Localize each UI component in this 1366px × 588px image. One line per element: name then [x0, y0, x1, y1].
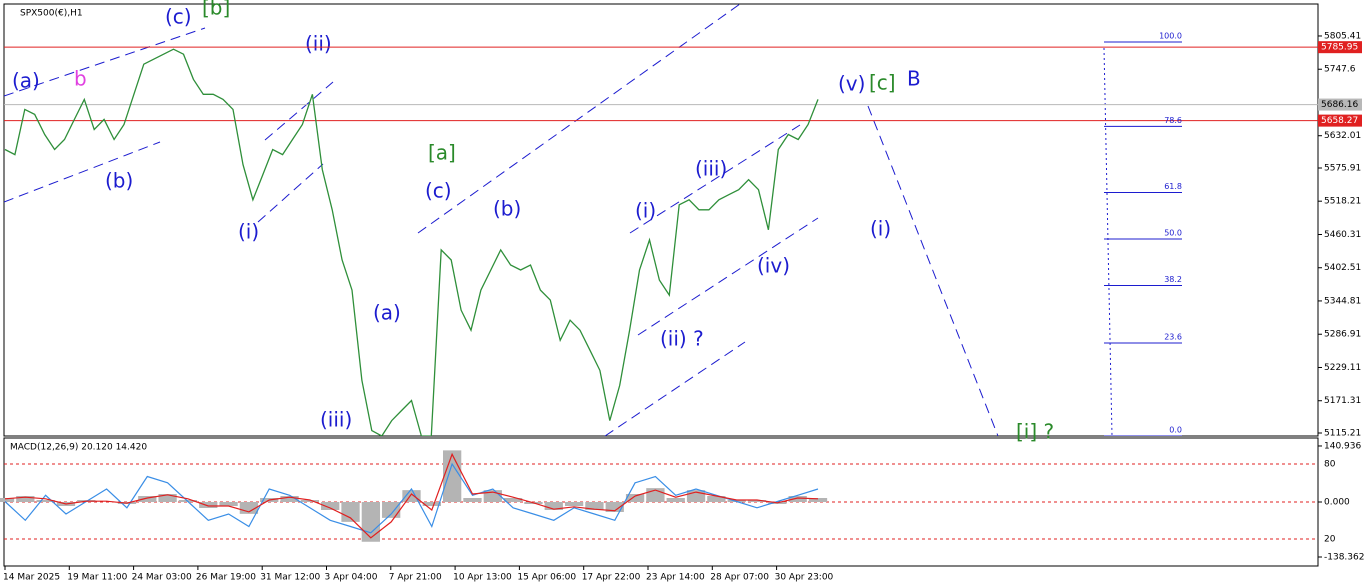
wave-label: (i): [635, 199, 656, 223]
wave-label: (c): [165, 5, 192, 29]
y-tick-label: -138.362: [1324, 553, 1364, 563]
wave-label: (iv): [757, 254, 790, 278]
y-tick-label: 5115.21: [1324, 429, 1361, 439]
x-tick-label: 10 Apr 13:00: [453, 573, 512, 583]
channel-line: [604, 341, 746, 436]
price-line: [4, 48, 819, 436]
level-tag: [1318, 98, 1362, 111]
fib-label: 78.6: [1164, 116, 1182, 125]
y-tick-label: 140.936: [1324, 441, 1361, 451]
y-tick-label: 5344.81: [1324, 296, 1361, 306]
y-tick-label: 5229.11: [1324, 363, 1361, 373]
wave-label: (a): [12, 69, 40, 93]
x-tick-label: 19 Mar 11:00: [67, 573, 127, 583]
x-tick-label: 14 Mar 2025: [3, 573, 60, 583]
channel-line: [417, 4, 741, 234]
channel-line: [257, 163, 324, 223]
wave-label: [c]: [869, 71, 896, 95]
y-tick-label: 5460.31: [1324, 230, 1361, 240]
fib-label: 100.0: [1159, 32, 1182, 41]
fib-label: 61.8: [1164, 182, 1182, 191]
level-tag: [1318, 41, 1362, 54]
y-tick-label: 5747.6: [1324, 65, 1356, 75]
x-tick-label: 28 Apr 07:00: [710, 573, 769, 583]
y-tick-label: 5805.41: [1324, 31, 1361, 41]
wave-label: (i): [238, 220, 259, 244]
y2-tick-label: 80: [1324, 460, 1336, 470]
signal-line: [4, 452, 819, 539]
wave-label: (c): [425, 179, 452, 203]
wave-label: (a): [373, 301, 401, 325]
wave-label: [i] ?: [1016, 420, 1054, 444]
x-tick-label: 23 Apr 14:00: [646, 573, 705, 583]
oscillator-line: [4, 462, 819, 534]
projection-line: [867, 105, 999, 436]
wave-label: [b]: [202, 0, 230, 20]
level-label: 5785.95: [1321, 43, 1358, 53]
wave-label: (ii) ?: [660, 327, 704, 351]
wave-label: (iii): [695, 157, 727, 181]
chart-title: SPX500(€),H1: [20, 9, 83, 19]
wave-labels: (a) b (b) (c) [b] (ii) (i) (a) (iii) [a]…: [12, 0, 1054, 444]
channel-line: [629, 124, 801, 234]
wave-label: B: [907, 67, 921, 91]
y2-tick-label: 20: [1324, 535, 1336, 545]
y-tick-label: 5286.91: [1324, 330, 1361, 340]
wave-label: (b): [493, 197, 521, 221]
level-label: 5686.16: [1321, 100, 1358, 110]
x-tick-label: 15 Apr 06:00: [517, 573, 576, 583]
wave-label: [a]: [428, 141, 456, 165]
fib-label: 23.6: [1164, 333, 1182, 342]
channel-line: [4, 27, 206, 97]
wave-label: (v): [838, 72, 865, 96]
fib-label: 0.0: [1169, 426, 1182, 435]
x-tick-label: 26 Mar 19:00: [196, 573, 256, 583]
wave-label: (iii): [320, 408, 352, 432]
y-tick-label: 5575.91: [1324, 163, 1361, 173]
price-panel: [3, 3, 1319, 437]
x-tick-label: 30 Apr 23:00: [775, 573, 834, 583]
price-plot: 100.0 78.6 61.8 50.0 38.2 23.6 0.0: [4, 32, 1318, 436]
x-tick-label: 31 Mar 12:00: [260, 573, 320, 583]
x-tick-label: 24 Mar 03:00: [132, 573, 192, 583]
level-label: 5658.27: [1321, 116, 1358, 126]
fib-label: 50.0: [1164, 229, 1182, 238]
wave-label: b: [74, 67, 87, 91]
macd-title: MACD(12,26,9) 20.120 14.420: [10, 443, 147, 453]
channel-line: [4, 141, 161, 203]
x-tick-label: 7 Apr 21:00: [389, 573, 442, 583]
x-tick-label: 17 Apr 22:00: [582, 573, 641, 583]
y-tick-label: 5632.01: [1324, 131, 1361, 141]
y-tick-label: 5402.51: [1324, 263, 1361, 273]
y-tick-label: 0.000: [1324, 498, 1350, 508]
x-tick-label: 3 Apr 04:00: [325, 573, 378, 583]
level-tag: [1318, 114, 1362, 127]
fib-label: 38.2: [1164, 275, 1182, 284]
wave-label: (b): [105, 169, 133, 193]
channel-line: [637, 217, 819, 336]
y-tick-label: 5518.21: [1324, 197, 1361, 207]
y-tick-label: 5171.31: [1324, 396, 1361, 406]
channels: [4, 4, 1113, 436]
wave-label: (i): [870, 217, 891, 241]
wave-label: (ii): [305, 32, 332, 56]
